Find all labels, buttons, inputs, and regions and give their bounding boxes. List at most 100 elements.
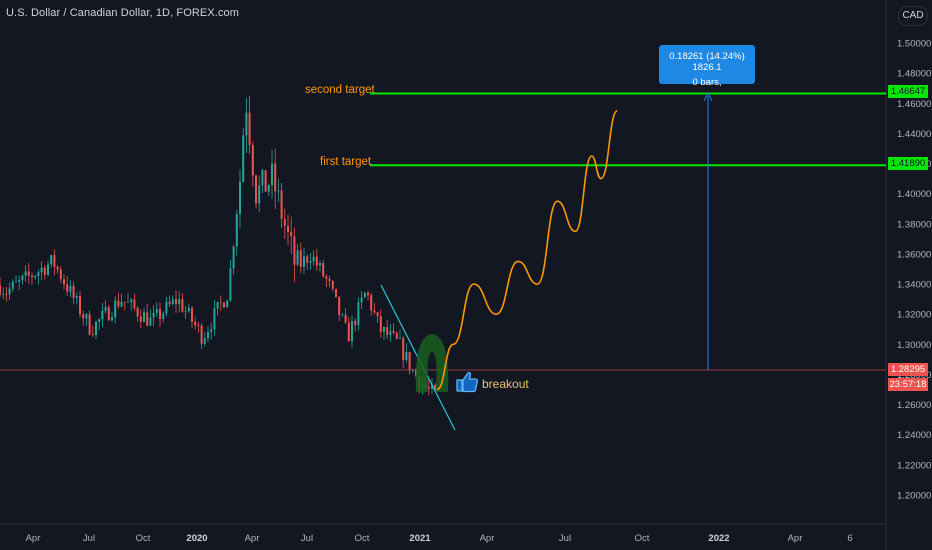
candle: [171, 295, 174, 306]
candle-body: [98, 319, 101, 322]
x-tick-label: Jul: [83, 533, 95, 544]
candle-body: [280, 190, 283, 220]
candle: [360, 291, 363, 309]
candle: [24, 265, 27, 282]
candle-body: [31, 275, 33, 278]
candle: [34, 274, 37, 280]
candle: [143, 307, 145, 323]
candle-body: [347, 322, 350, 342]
candle: [363, 291, 366, 298]
candle: [37, 269, 40, 285]
thumbs-up-shape: [456, 372, 478, 393]
candle-body: [149, 317, 152, 326]
candle: [392, 323, 395, 335]
y-tick-label: 1.36000: [897, 249, 931, 260]
candle-body: [194, 321, 197, 326]
candle-body: [370, 295, 373, 311]
candle-body: [0, 285, 1, 295]
candle-body: [79, 295, 81, 315]
candle-body: [226, 300, 229, 308]
candle: [75, 292, 78, 305]
candle: [386, 319, 389, 339]
candle: [133, 293, 136, 311]
candle-body: [248, 112, 251, 145]
first-target-price-tag: 1.41890: [888, 157, 928, 170]
candle-body: [88, 314, 91, 335]
currency-selector[interactable]: CAD: [898, 6, 928, 26]
candle-body: [235, 213, 238, 247]
candle: [239, 169, 241, 228]
candle: [56, 265, 59, 274]
candle-body: [95, 321, 97, 336]
candle: [427, 378, 430, 396]
candle-body: [363, 292, 366, 298]
candle: [226, 299, 229, 308]
candle-body: [251, 144, 254, 176]
candle: [328, 275, 331, 288]
candle: [271, 149, 273, 199]
candle: [351, 315, 353, 349]
candle: [376, 311, 379, 323]
candle-body: [283, 219, 286, 226]
x-tick-label: Oct: [136, 533, 151, 544]
candle: [168, 295, 171, 307]
candle: [296, 243, 299, 267]
candle: [200, 323, 203, 349]
candle-body: [159, 308, 161, 319]
candle-body: [216, 302, 219, 309]
candle-body: [293, 236, 296, 265]
candle-body: [175, 299, 177, 304]
candle-body: [354, 320, 357, 326]
candle-body: [72, 285, 75, 298]
candle-body: [431, 384, 433, 389]
candle-body: [319, 263, 321, 266]
candle: [341, 313, 344, 317]
countdown-tag: 23:57:18: [888, 378, 928, 391]
x-tick-label: Apr: [245, 533, 260, 544]
candle-body: [24, 271, 27, 276]
candle: [213, 300, 216, 336]
candle: [264, 170, 267, 192]
candle: [303, 247, 305, 275]
candle-body: [229, 268, 232, 301]
candle: [229, 259, 232, 303]
candle: [395, 331, 398, 340]
candle-body: [267, 185, 270, 192]
candle-body: [331, 281, 334, 289]
candle: [139, 309, 142, 329]
candle: [411, 368, 414, 374]
candle-body: [66, 284, 69, 292]
candle: [210, 322, 213, 340]
x-tick-label: Jul: [559, 533, 571, 544]
candles-group: [0, 95, 437, 396]
candle-body: [434, 384, 437, 391]
candle: [184, 306, 187, 319]
x-tick-label: 2020: [186, 533, 207, 544]
candle: [399, 329, 401, 340]
candle: [299, 242, 302, 274]
candle-body: [130, 299, 133, 302]
candle: [66, 275, 69, 296]
candle: [5, 286, 8, 302]
x-tick-label: Apr: [26, 533, 41, 544]
candle-body: [376, 312, 379, 317]
candle: [165, 296, 168, 317]
candle: [69, 280, 72, 298]
candle: [389, 323, 392, 342]
candle-body: [383, 327, 385, 332]
candle: [383, 326, 385, 341]
candle-body: [143, 312, 145, 322]
candle: [82, 310, 85, 326]
candle: [402, 335, 405, 369]
candle-body: [82, 314, 85, 319]
candle-body: [152, 312, 155, 318]
candle: [187, 303, 190, 313]
candle-body: [111, 317, 113, 321]
candle-body: [15, 281, 17, 283]
candle-body: [101, 310, 104, 320]
candle-body: [341, 314, 344, 316]
candle-body: [367, 292, 369, 296]
candle-body: [91, 334, 94, 336]
y-tick-label: 1.20000: [897, 491, 931, 502]
